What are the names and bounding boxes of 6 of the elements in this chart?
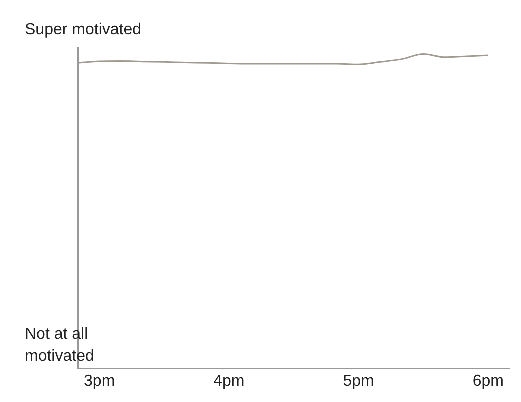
annotation: Not at all motivated xyxy=(25,326,94,366)
x-tick-label: 4pm xyxy=(214,372,245,390)
x-tick-label: 6pm xyxy=(472,372,504,390)
x-tick-label: 3pm xyxy=(84,372,116,390)
text: Super motivated xyxy=(25,21,142,38)
x-tick-label: 5pm xyxy=(343,372,374,390)
